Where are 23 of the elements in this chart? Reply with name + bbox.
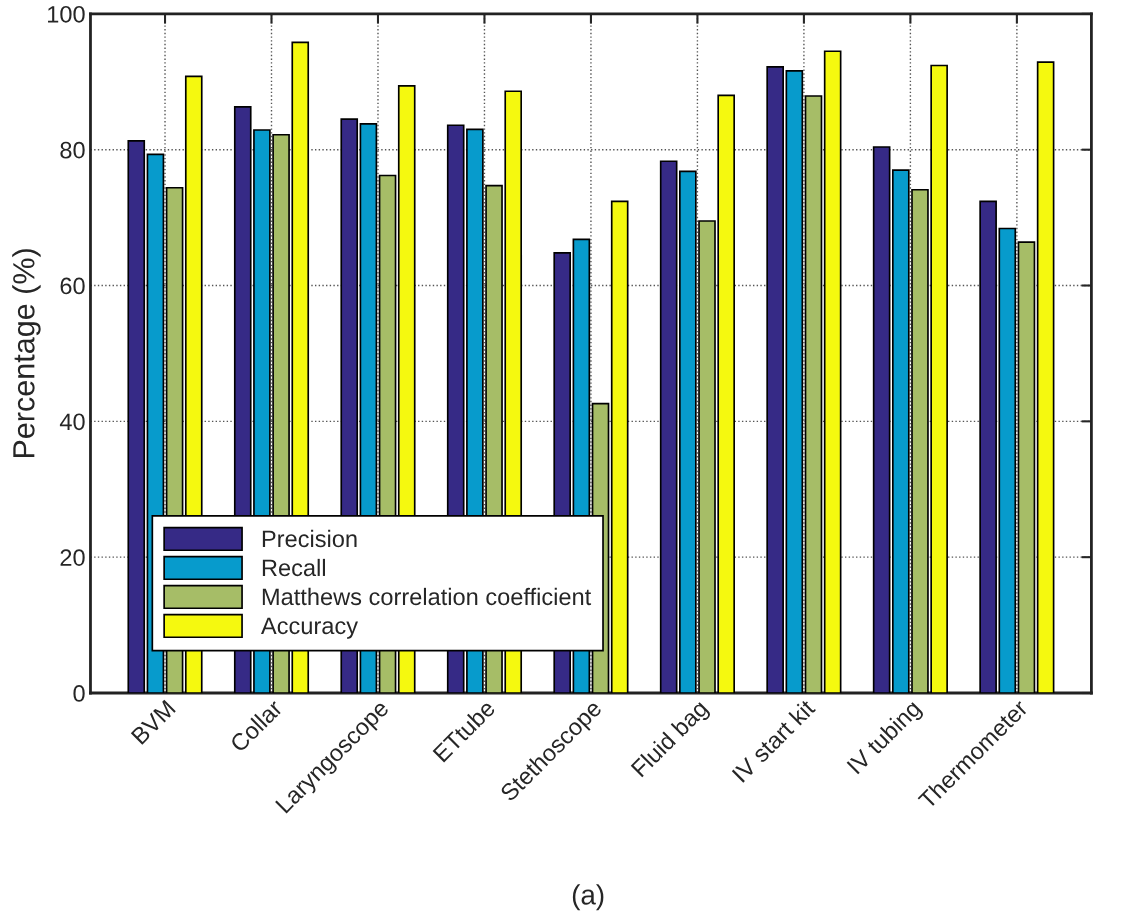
bar bbox=[610, 200, 629, 693]
y-tick-label: 20 bbox=[60, 549, 85, 566]
bar bbox=[659, 160, 678, 693]
y-tick-label: 0 bbox=[73, 685, 85, 702]
x-tick-label: IV start kit bbox=[731, 697, 817, 783]
bar bbox=[1036, 61, 1055, 693]
legend-label: Recall bbox=[262, 558, 325, 577]
bar bbox=[823, 50, 842, 693]
bar bbox=[1017, 241, 1036, 693]
bar bbox=[127, 140, 146, 693]
y-tick-label: 60 bbox=[60, 277, 85, 295]
text: (a) bbox=[572, 884, 604, 911]
bar bbox=[785, 70, 804, 693]
y-axis-title: Percentage (%) bbox=[12, 249, 41, 458]
y-tick-label: 100 bbox=[48, 5, 85, 23]
bar bbox=[766, 65, 784, 693]
legend-label: Precision bbox=[262, 529, 357, 548]
y-tick-label: 40 bbox=[59, 413, 85, 431]
y-tick-label: 80 bbox=[60, 141, 85, 159]
bar bbox=[804, 95, 823, 693]
legend-label: Accuracy bbox=[260, 617, 358, 639]
bar bbox=[872, 146, 891, 693]
legend-label: Matthews correlation coefficient bbox=[262, 587, 592, 606]
